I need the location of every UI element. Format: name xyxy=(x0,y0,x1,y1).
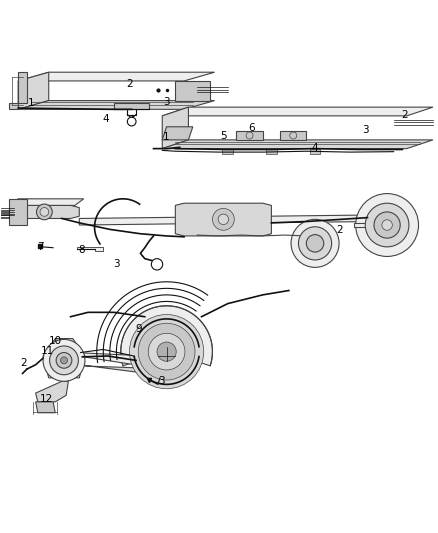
Circle shape xyxy=(56,352,72,368)
Polygon shape xyxy=(10,72,27,109)
Text: 3: 3 xyxy=(158,376,165,386)
Circle shape xyxy=(148,333,185,370)
Text: 12: 12 xyxy=(40,394,53,404)
Polygon shape xyxy=(77,247,103,251)
Text: 7: 7 xyxy=(37,242,43,252)
Text: 2: 2 xyxy=(336,225,343,235)
Circle shape xyxy=(291,220,339,268)
Circle shape xyxy=(157,342,176,361)
Circle shape xyxy=(365,203,409,247)
Circle shape xyxy=(127,117,136,126)
Polygon shape xyxy=(162,140,433,149)
Polygon shape xyxy=(73,364,149,373)
Text: 4: 4 xyxy=(102,115,109,124)
Circle shape xyxy=(290,132,297,139)
Text: 3: 3 xyxy=(113,260,120,269)
Polygon shape xyxy=(175,81,210,101)
Circle shape xyxy=(298,227,332,260)
Polygon shape xyxy=(162,107,433,116)
Text: 9: 9 xyxy=(135,324,141,334)
Polygon shape xyxy=(79,215,359,225)
Circle shape xyxy=(374,212,400,238)
Text: 2: 2 xyxy=(20,358,27,368)
Polygon shape xyxy=(162,127,193,140)
Circle shape xyxy=(212,208,234,230)
Polygon shape xyxy=(73,352,149,366)
Polygon shape xyxy=(10,199,84,205)
Polygon shape xyxy=(35,402,55,413)
Text: 10: 10 xyxy=(49,336,62,346)
Circle shape xyxy=(151,259,162,270)
Circle shape xyxy=(356,193,419,256)
Circle shape xyxy=(306,235,324,252)
Polygon shape xyxy=(18,72,215,81)
Text: 1: 1 xyxy=(28,98,35,108)
Circle shape xyxy=(382,220,392,230)
Circle shape xyxy=(40,207,49,216)
Polygon shape xyxy=(280,131,306,140)
Polygon shape xyxy=(43,338,85,378)
Circle shape xyxy=(49,346,78,375)
Polygon shape xyxy=(114,103,149,109)
Polygon shape xyxy=(354,223,367,227)
Circle shape xyxy=(36,204,52,220)
Text: 2: 2 xyxy=(401,110,408,120)
Polygon shape xyxy=(223,149,233,154)
Polygon shape xyxy=(121,306,212,366)
Polygon shape xyxy=(175,203,272,236)
Text: 2: 2 xyxy=(126,78,133,88)
Polygon shape xyxy=(35,381,68,402)
Polygon shape xyxy=(10,199,27,225)
Polygon shape xyxy=(18,101,215,109)
Polygon shape xyxy=(237,131,263,140)
Text: 4: 4 xyxy=(312,143,318,153)
Circle shape xyxy=(246,132,253,139)
Text: 1: 1 xyxy=(163,132,170,142)
Text: 5: 5 xyxy=(220,131,227,141)
Polygon shape xyxy=(310,149,320,154)
Polygon shape xyxy=(18,72,49,109)
Circle shape xyxy=(218,214,229,224)
Polygon shape xyxy=(18,205,79,219)
Circle shape xyxy=(60,357,67,364)
Text: 8: 8 xyxy=(78,245,85,255)
Text: 11: 11 xyxy=(41,346,54,356)
Circle shape xyxy=(130,314,204,389)
Polygon shape xyxy=(266,149,277,154)
Text: 6: 6 xyxy=(248,123,255,133)
Circle shape xyxy=(138,323,195,380)
Text: 3: 3 xyxy=(362,125,369,135)
Polygon shape xyxy=(162,107,188,149)
Circle shape xyxy=(43,340,85,381)
Text: 3: 3 xyxy=(163,98,170,107)
